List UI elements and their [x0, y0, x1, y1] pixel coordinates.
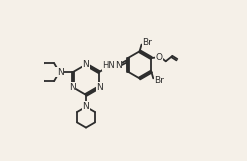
Text: N: N: [82, 102, 89, 111]
Text: N: N: [69, 83, 76, 92]
Text: N: N: [57, 68, 63, 77]
Text: HN: HN: [102, 61, 115, 70]
Text: Br: Br: [142, 38, 152, 47]
Text: N: N: [82, 102, 89, 111]
Text: N: N: [56, 68, 63, 77]
Text: O: O: [156, 53, 163, 62]
Text: N: N: [96, 83, 103, 92]
Text: Br: Br: [154, 76, 164, 85]
Text: N: N: [115, 61, 122, 70]
Text: N: N: [82, 60, 89, 69]
